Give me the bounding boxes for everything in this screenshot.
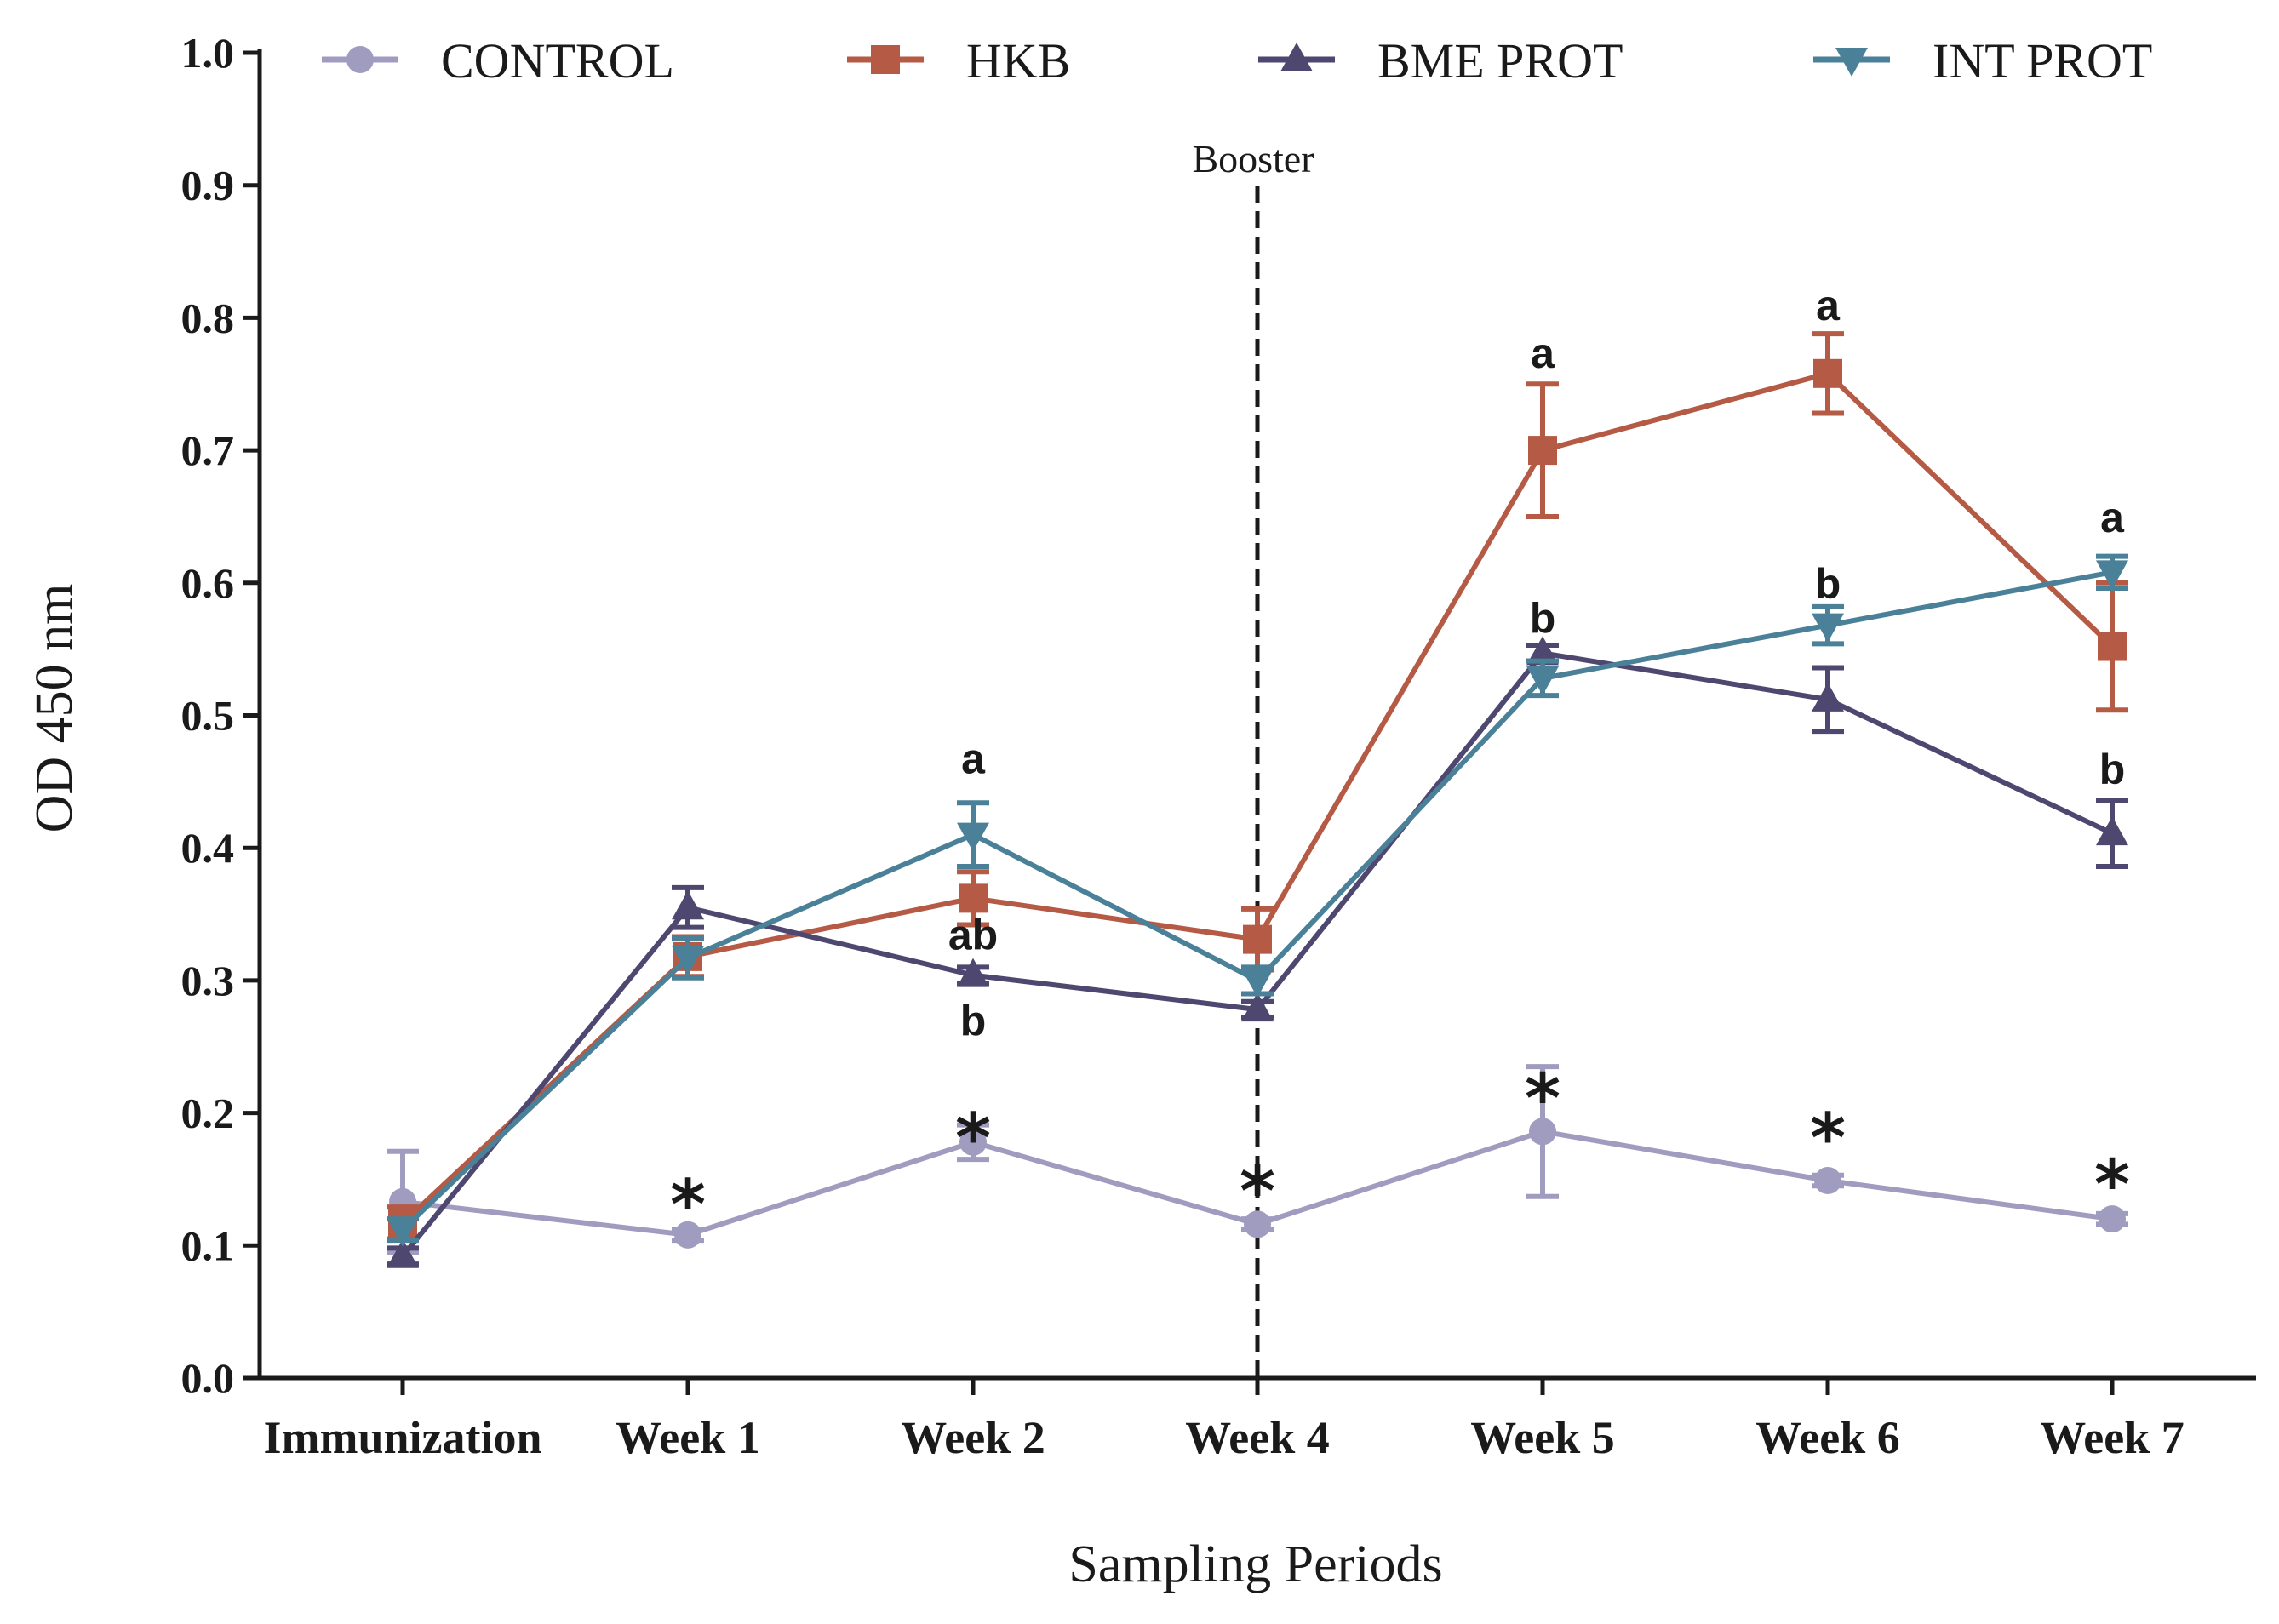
legend-item: CONTROL bbox=[322, 33, 674, 89]
significance-letter: b bbox=[2099, 746, 2126, 793]
data-point bbox=[959, 1128, 987, 1156]
x-tick-label: Week 7 bbox=[2040, 1412, 2185, 1463]
legend-label: INT PROT bbox=[1933, 33, 2152, 89]
legend: CONTROL HKB BME PROT INT PROT bbox=[322, 33, 2152, 89]
y-tick-label: 0.4 bbox=[181, 824, 235, 872]
series-int-prot bbox=[387, 553, 2128, 1247]
data-point bbox=[1241, 968, 1274, 998]
data-point bbox=[387, 1217, 419, 1247]
x-tick-label: Week 4 bbox=[1185, 1412, 1330, 1463]
significance-letter: a bbox=[961, 735, 986, 782]
data-point bbox=[1814, 1167, 1841, 1195]
legend-marker bbox=[1835, 48, 1868, 77]
legend-marker bbox=[1280, 43, 1313, 71]
data-point bbox=[1528, 436, 1557, 466]
significance-asterisk: * bbox=[670, 1165, 706, 1244]
significance-asterisk: * bbox=[1240, 1152, 1275, 1231]
legend-item: BME PROT bbox=[1258, 33, 1623, 89]
data-point bbox=[2096, 560, 2128, 590]
data-point bbox=[2099, 1205, 2126, 1233]
x-tick-label: Week 1 bbox=[616, 1412, 760, 1463]
x-tick-label: Immunization bbox=[263, 1412, 541, 1463]
legend-label: CONTROL bbox=[441, 33, 674, 89]
significance-letter: a bbox=[2100, 494, 2125, 541]
x-axis-title: Sampling Periods bbox=[1068, 1535, 1442, 1593]
significance-letter: ab bbox=[948, 911, 998, 958]
significance-letter: b bbox=[960, 998, 987, 1045]
y-axis-title: OD 450 nm bbox=[26, 584, 83, 833]
data-point bbox=[1526, 666, 1559, 695]
data-point bbox=[674, 1221, 701, 1249]
x-tick-label: Week 2 bbox=[901, 1412, 1045, 1463]
data-point bbox=[959, 883, 988, 913]
data-point bbox=[387, 1238, 419, 1268]
y-tick-label: 0.2 bbox=[181, 1089, 235, 1137]
y-tick-label: 0.9 bbox=[181, 162, 235, 209]
data-point bbox=[1526, 636, 1559, 666]
y-tick-label: 0.3 bbox=[181, 957, 235, 1004]
data-point bbox=[1243, 924, 1272, 954]
significance-asterisk: * bbox=[955, 1099, 991, 1178]
y-tick-label: 0.1 bbox=[181, 1221, 235, 1269]
legend-label: HKB bbox=[966, 33, 1070, 89]
data-point bbox=[1241, 992, 1274, 1022]
significance-asterisk: * bbox=[1525, 1059, 1560, 1138]
significance-letter: b bbox=[1815, 560, 1841, 608]
y-tick-label: 0.6 bbox=[181, 559, 235, 607]
data-point bbox=[2098, 632, 2127, 661]
legend-item: INT PROT bbox=[1813, 33, 2152, 89]
significance-letter: a bbox=[1816, 282, 1841, 329]
data-point bbox=[957, 822, 989, 852]
data-point bbox=[1812, 613, 1844, 643]
booster-label: Booster bbox=[1192, 137, 1314, 180]
series-group bbox=[387, 331, 2128, 1268]
legend-label: BME PROT bbox=[1377, 33, 1623, 89]
significance-asterisk: * bbox=[2094, 1146, 2130, 1225]
axes-group: 0.0 0.1 0.2 0.3 0.4 0.5 0.6 0.7 0.8 0.9 1.0 Immuniz… bbox=[181, 29, 2256, 1463]
y-tick-label: 0.5 bbox=[181, 692, 235, 740]
x-tick-label: Week 6 bbox=[1755, 1412, 1900, 1463]
significance-asterisk: * bbox=[1810, 1099, 1846, 1178]
data-point bbox=[1244, 1210, 1271, 1238]
data-point bbox=[2096, 816, 2128, 846]
y-tick-label: 0.8 bbox=[181, 294, 235, 341]
y-tick-label: 0.0 bbox=[181, 1354, 235, 1402]
data-point bbox=[957, 958, 989, 987]
legend-marker bbox=[871, 45, 900, 74]
x-tick-label: Week 5 bbox=[1470, 1412, 1615, 1463]
data-point bbox=[672, 890, 704, 920]
y-tick-label: 1.0 bbox=[181, 29, 235, 77]
significance-letter: a bbox=[1531, 329, 1555, 377]
booster-group: Booster bbox=[1192, 137, 1314, 1378]
y-tick-label: 0.7 bbox=[181, 426, 235, 474]
legend-item: HKB bbox=[847, 33, 1070, 89]
legend-marker bbox=[346, 46, 374, 73]
data-point bbox=[672, 946, 704, 975]
significance-letter: b bbox=[1530, 594, 1556, 642]
data-point bbox=[1813, 358, 1842, 388]
data-point bbox=[1529, 1118, 1556, 1146]
data-point bbox=[1812, 682, 1844, 712]
